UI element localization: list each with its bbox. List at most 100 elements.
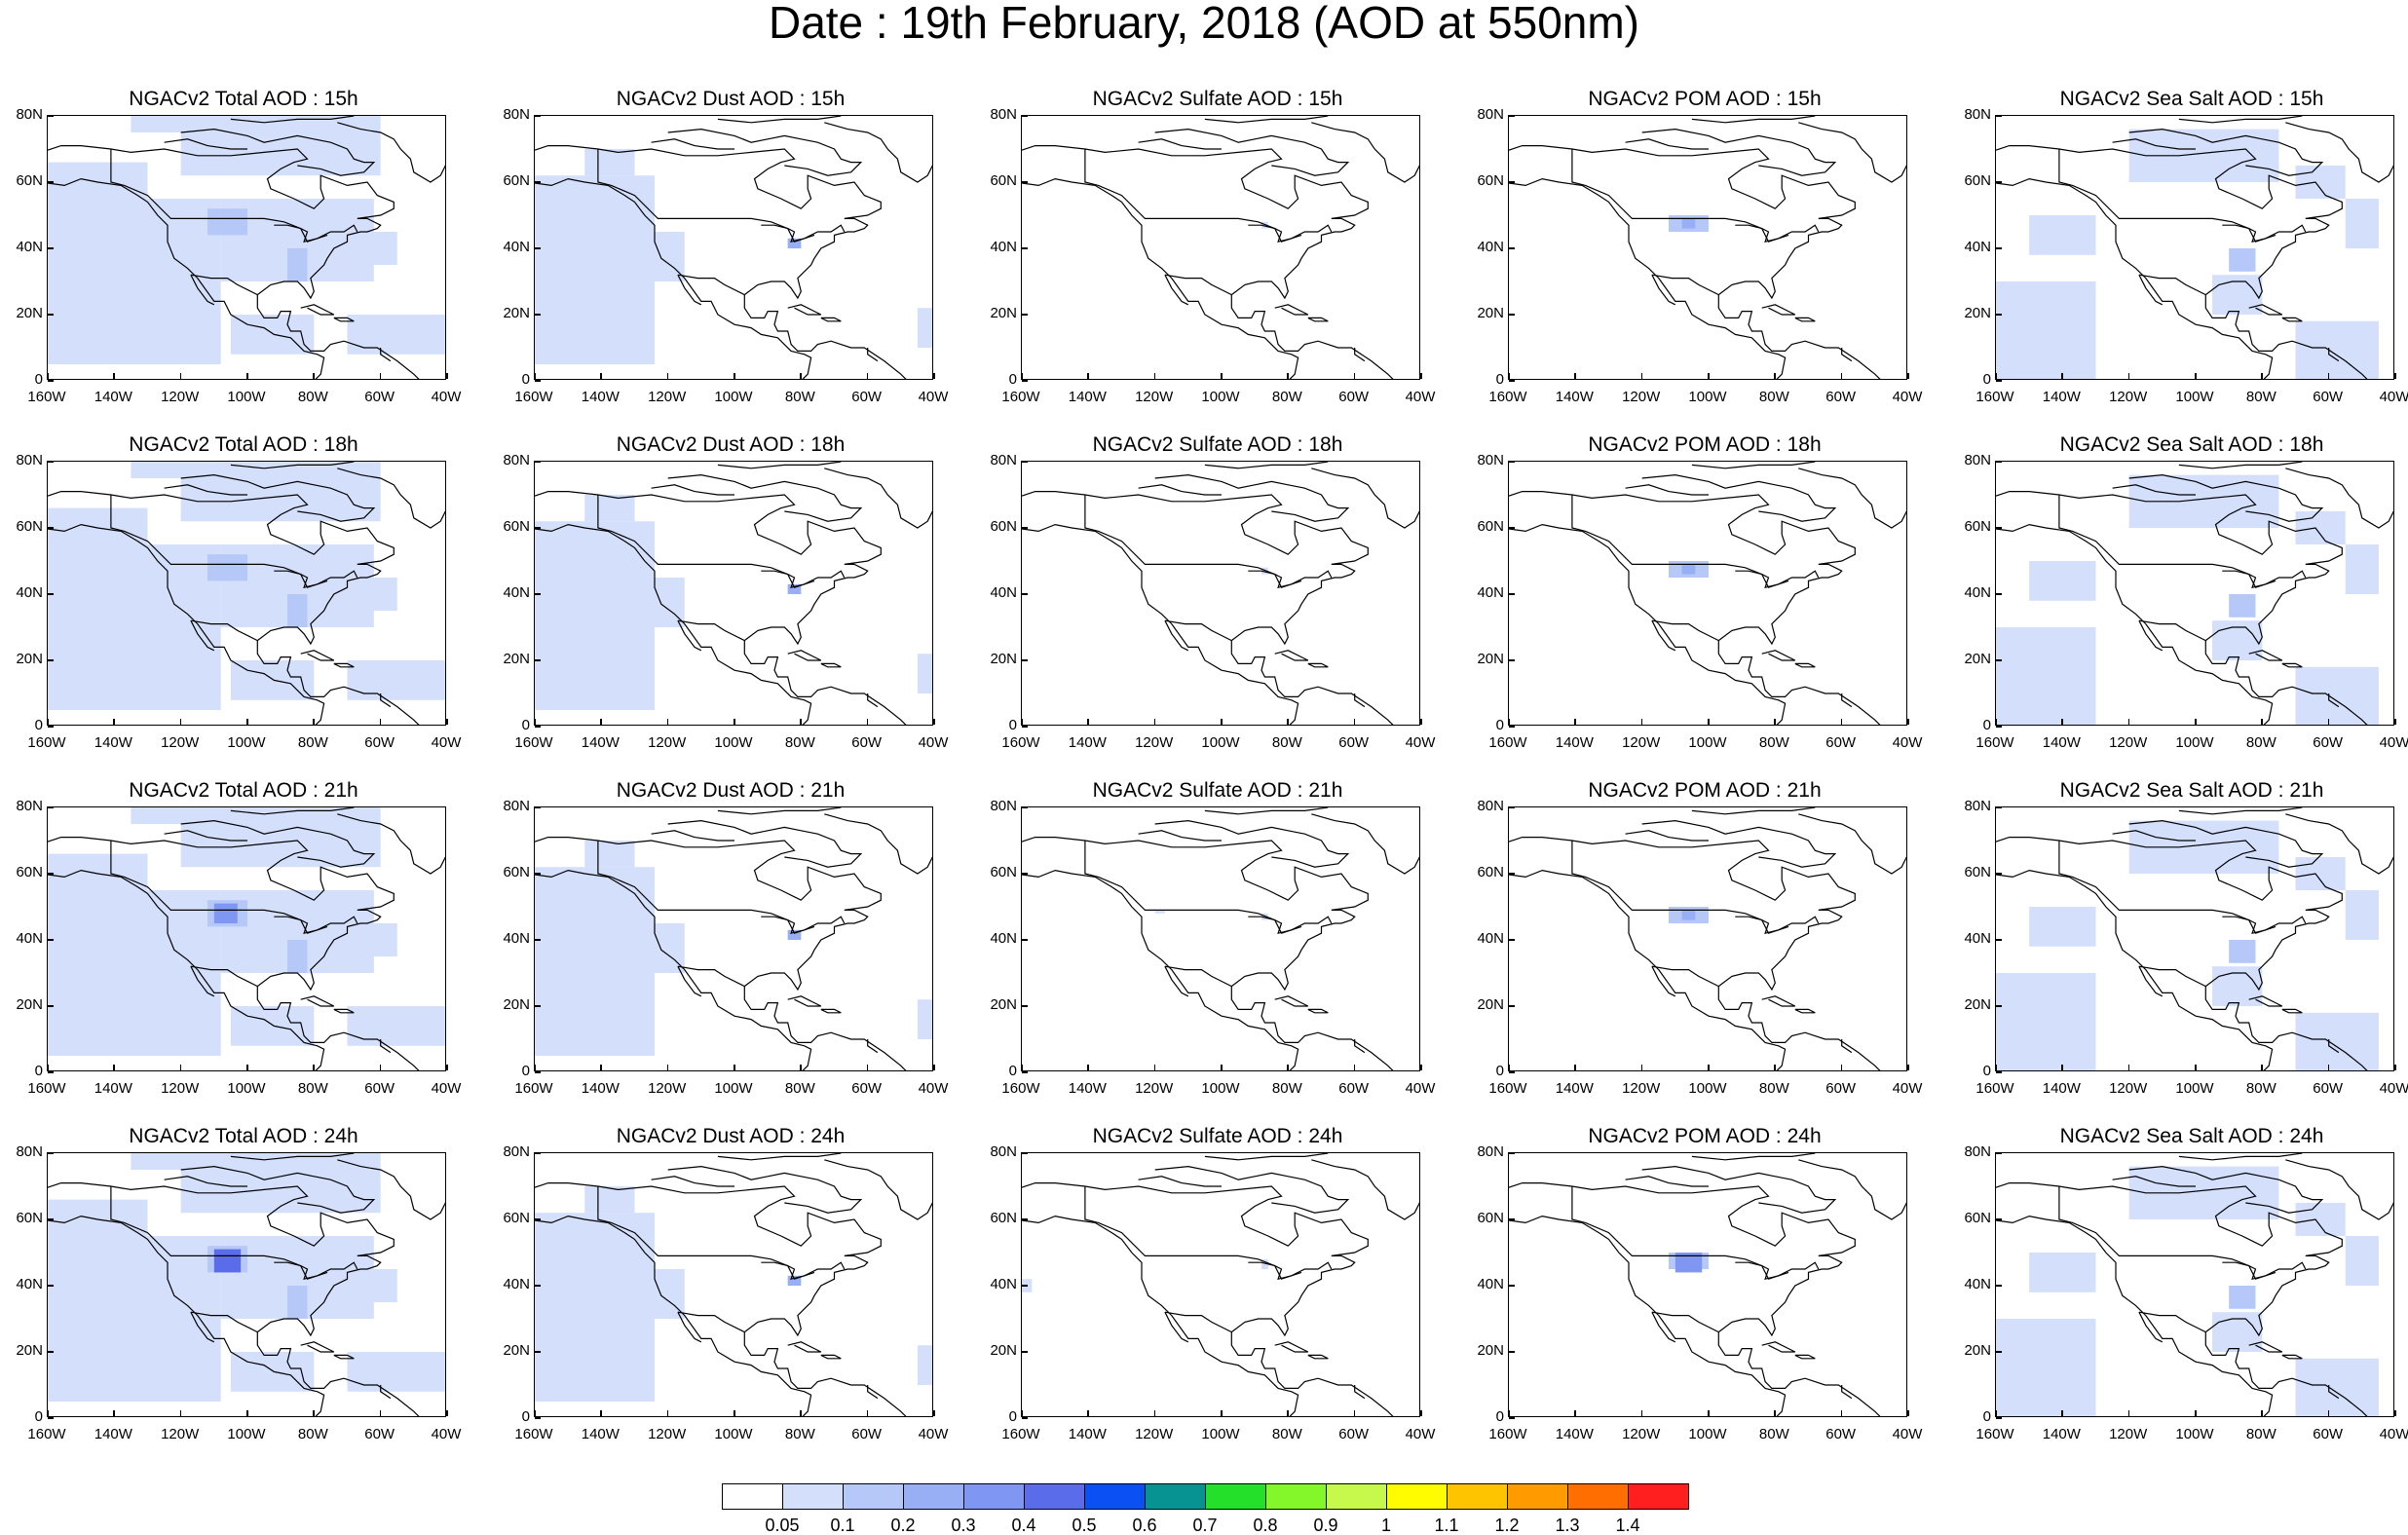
coastline: [2328, 693, 2340, 708]
lat-tick: [48, 1351, 54, 1353]
coastline: [651, 484, 734, 496]
coastline: [1625, 138, 1709, 150]
lon-tick-label: 40W: [1892, 389, 1923, 405]
coastline: [1204, 807, 1329, 815]
lon-tick: [313, 1065, 315, 1070]
us-mexico-border: [190, 274, 258, 296]
us-canada-border: [1571, 1186, 1820, 1280]
coastline: [2204, 986, 2368, 1070]
lon-tick: [600, 373, 602, 379]
coastline: [1138, 484, 1222, 496]
us-canada-border: [110, 149, 358, 243]
coastline: [1996, 523, 2274, 725]
lat-tick-label: 80N: [503, 452, 530, 468]
lon-tick-label: 40W: [431, 389, 462, 405]
panel-title: NGACv2 Sulfate AOD : 24h: [1092, 1125, 1343, 1147]
coastline: [190, 274, 215, 306]
lon-tick-label: 120W: [2109, 734, 2148, 751]
lon-tick: [1508, 719, 1510, 725]
coastline: [190, 1311, 215, 1343]
coastline: [300, 1341, 335, 1353]
coastline: [1154, 473, 1350, 522]
us-canada-border: [1084, 149, 1333, 243]
us-canada-border: [110, 495, 358, 588]
lat-tick: [535, 380, 541, 382]
lon-tick-label: 160W: [1975, 1080, 2014, 1097]
coastline: [1641, 473, 1837, 522]
lat-tick: [48, 380, 54, 382]
lon-tick: [800, 719, 802, 725]
coastline: [300, 304, 335, 316]
coastline: [180, 473, 376, 522]
lon-tick: [2261, 373, 2263, 379]
lat-tick: [1996, 1351, 2002, 1353]
lat-tick-label: 80N: [1477, 1143, 1504, 1160]
aod-shade: [2295, 1358, 2379, 1416]
lon-tick: [379, 1410, 382, 1416]
lon-tick-label: 160W: [1975, 734, 2014, 751]
lon-tick-label: 160W: [27, 1080, 66, 1097]
lon-tick: [866, 373, 869, 379]
lat-tick: [1022, 1218, 1028, 1220]
coastline: [2112, 484, 2196, 496]
map-panel-sulfate-15h: NGACv2 Sulfate AOD : 15h 80N 60N 40N 20N 0 160…: [974, 88, 1461, 424]
lon-tick-label: 140W: [1068, 734, 1107, 751]
coastline: [1996, 1182, 2343, 1337]
coastline: [1248, 224, 1302, 243]
aod-shade: [314, 1269, 397, 1302]
lat-tick: [1996, 461, 2002, 463]
coastline: [1354, 693, 1366, 708]
lon-tick-label: 40W: [1405, 1426, 1436, 1442]
lon-tick-label: 140W: [94, 1426, 132, 1442]
colorbar-swatch: [963, 1483, 1025, 1510]
coastline: [1204, 116, 1329, 124]
map-plot-area: [47, 1152, 446, 1417]
aod-shade: [287, 594, 308, 627]
lon-tick-label: 120W: [2109, 1080, 2148, 1097]
us-mexico-border: [1164, 619, 1232, 642]
coastline: [761, 224, 815, 243]
lon-tick-label: 160W: [1488, 389, 1527, 405]
map-panel-total-21h: NGACv2 Total AOD : 21h 80N 60N 40N 20N 0 160W 1…: [0, 779, 487, 1115]
lat-tick-label: 40N: [1477, 239, 1504, 255]
coastline: [1794, 317, 1816, 322]
lon-tick: [2061, 1065, 2063, 1070]
map-plot-area: [1995, 461, 2394, 726]
map-panel-total-18h: NGACv2 Total AOD : 18h 80N 60N 40N 20N 0 160W 1…: [0, 433, 487, 769]
lat-tick-label: 80N: [16, 798, 43, 814]
aod-shade: [1996, 627, 2096, 725]
lat-tick-label: 40N: [16, 1276, 43, 1292]
coastline: [787, 995, 822, 1007]
colorbar-level-label: 0.05: [765, 1516, 800, 1535]
us-canada-border: [2058, 149, 2307, 243]
lon-tick-label: 60W: [1825, 1080, 1857, 1097]
lat-tick-label: 0: [1495, 371, 1504, 388]
aod-map: [1509, 116, 1906, 379]
us-mexico-border: [1651, 965, 1719, 988]
coastline: [1798, 1159, 1906, 1220]
lat-tick-label: 0: [1495, 717, 1504, 733]
lon-tick-label: 80W: [784, 1426, 815, 1442]
coastline: [677, 1311, 702, 1343]
lon-tick: [1840, 373, 1843, 379]
lat-tick: [1509, 527, 1515, 529]
lon-tick-label: 120W: [1135, 1080, 1174, 1097]
coastline: [1274, 650, 1309, 661]
coastline: [1138, 138, 1222, 150]
lon-tick: [246, 1065, 248, 1070]
lat-tick-label: 0: [521, 371, 530, 388]
coastline: [535, 1215, 812, 1416]
lat-tick-label: 0: [34, 717, 43, 733]
lat-tick-label: 80N: [1964, 1143, 1991, 1160]
coastline: [1625, 484, 1709, 496]
coastline: [380, 1385, 392, 1400]
colorbar-level-label: 1.4: [1615, 1516, 1640, 1535]
lat-tick: [1509, 1417, 1515, 1419]
lon-tick: [1287, 719, 1289, 725]
colorbar-level-label: 0.7: [1192, 1516, 1218, 1535]
lon-tick: [1574, 373, 1576, 379]
coastline: [667, 128, 863, 176]
aod-shade: [2345, 1236, 2379, 1286]
coastline: [1154, 819, 1350, 868]
coastline: [1735, 916, 1789, 935]
